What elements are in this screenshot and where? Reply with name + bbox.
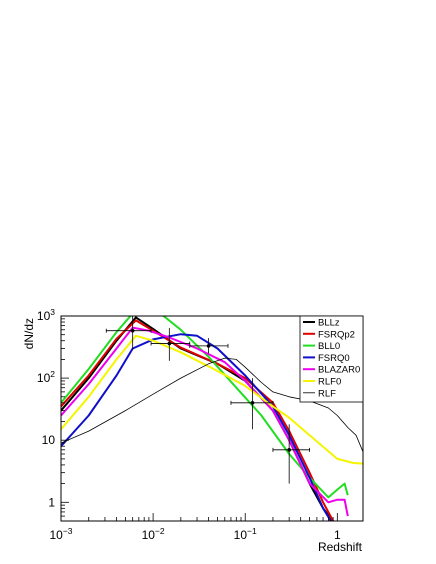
y-tick-label: 10 [42,433,56,447]
legend-label: FSRQ0 [318,353,350,364]
legend-label: BLLz [318,318,340,329]
series-line-rlf0 [61,334,363,465]
series-line-fsrqp2 [61,319,334,521]
axis-ticks [60,315,338,522]
data-points [105,316,310,484]
y-tick-label: 102 [37,369,55,385]
data-marker [250,401,255,405]
data-marker [287,448,291,452]
x-tick-label: 10−1 [234,526,257,542]
legend-label: BLAZAR0 [318,365,360,376]
tick-labels: 10−3 10−2 10−1 1 1 10 102 103 [37,307,341,542]
series-line-blazar0 [61,326,349,517]
series-lines [61,316,363,521]
y-tick-label: 1 [48,495,55,509]
legend-box [299,315,364,403]
legend-label: FSRQp2 [318,329,355,340]
plot-frame [60,315,364,522]
x-tick-label: 10−2 [142,526,165,542]
series-line-fsrq0 [61,333,332,521]
x-axis-title: Redshift [318,540,363,554]
legend-label: RLF0 [318,377,341,388]
data-marker [206,344,211,348]
series-line-bll0 [61,316,349,499]
x-tick-label: 10−3 [49,526,72,542]
y-tick-label: 103 [37,307,55,323]
x-tick-label: 1 [334,528,341,542]
series-line-rlf [61,357,363,452]
data-marker [167,341,172,346]
data-point [105,316,152,350]
data-marker [130,328,135,333]
data-point [230,378,274,430]
legend-label: BLL0 [318,341,340,352]
data-point [272,424,310,484]
data-point [189,338,229,354]
y-axis-title: dN/dz [22,318,36,349]
legend-label: RLF [318,388,336,399]
